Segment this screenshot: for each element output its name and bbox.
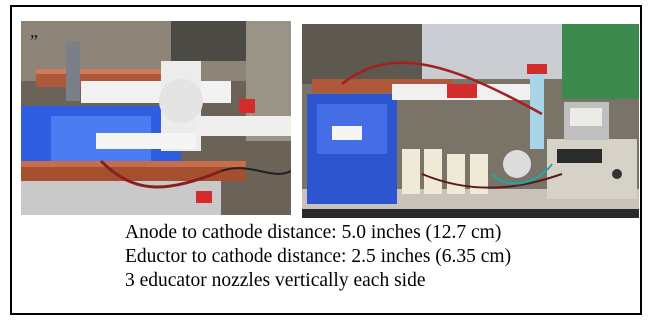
- bench-setup-image: [302, 24, 639, 218]
- caption-line-anode-cathode: Anode to cathode distance: 5.0 inches (1…: [125, 222, 502, 243]
- electrode-closeup-image: [21, 21, 291, 215]
- photo-bench-setup: [302, 24, 639, 218]
- caption-line-nozzles: 3 educator nozzles vertically each side: [125, 270, 426, 291]
- figure-caption: Anode to cathode distance: 5.0 inches (1…: [125, 221, 511, 293]
- figure-frame: ”: [10, 5, 642, 315]
- photo-electrode-closeup: ”: [21, 21, 291, 215]
- photo-corner-mark: ”: [30, 31, 38, 51]
- caption-line-eductor-cathode: Eductor to cathode distance: 2.5 inches …: [125, 246, 512, 267]
